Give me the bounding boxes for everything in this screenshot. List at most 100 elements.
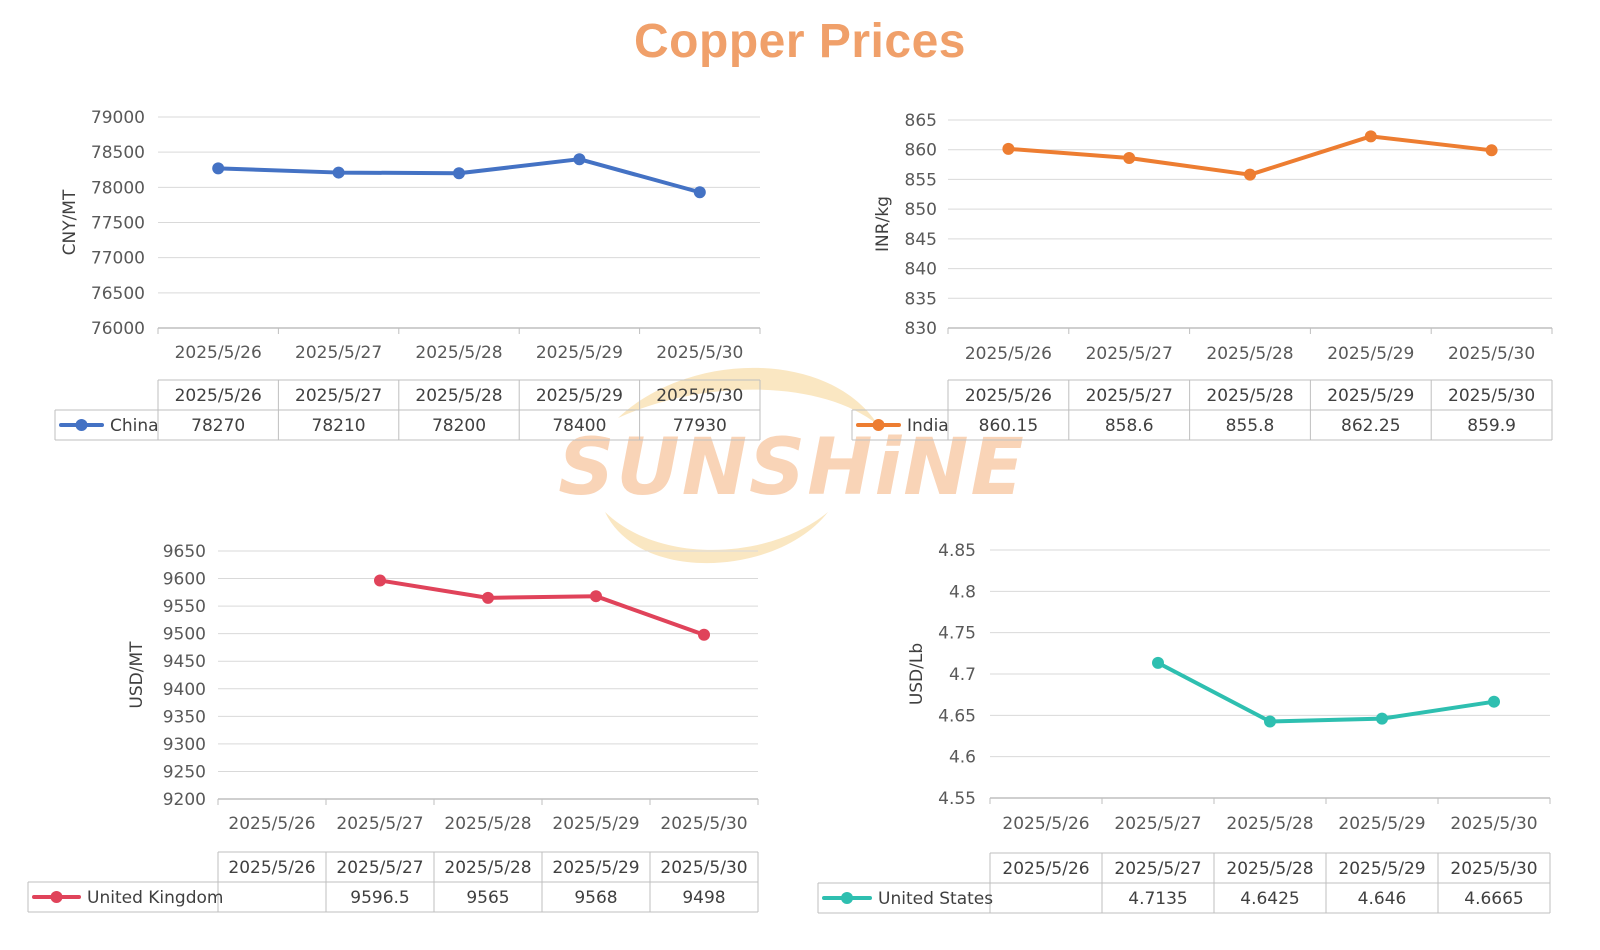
table-header-cell: 2025/5/29	[1327, 386, 1414, 406]
data-point	[482, 591, 494, 604]
y-tick-label: 845	[905, 230, 937, 250]
x-tick-label: 2025/5/27	[336, 814, 423, 834]
data-point	[573, 153, 586, 166]
x-tick-label: 2025/5/26	[175, 343, 262, 363]
table-header-cell: 2025/5/28	[444, 858, 531, 878]
y-tick-label: 835	[905, 289, 937, 309]
x-tick-label: 2025/5/27	[295, 343, 382, 363]
y-tick-label: 4.8	[949, 582, 976, 602]
x-tick-label: 2025/5/30	[660, 814, 747, 834]
table-header-cell: 2025/5/28	[1206, 386, 1293, 406]
y-tick-label: 4.85	[938, 541, 976, 561]
table-value-cell: 862.25	[1341, 416, 1400, 436]
legend-label: India	[907, 416, 949, 436]
data-point	[1264, 715, 1276, 728]
table-value-cell: 4.6665	[1464, 889, 1523, 909]
data-point	[1244, 168, 1256, 181]
y-tick-label: 865	[905, 111, 937, 131]
legend-marker	[841, 892, 853, 904]
table-header-cell: 2025/5/26	[1002, 859, 1089, 879]
y-tick-label: 840	[905, 260, 937, 280]
y-tick-label: 860	[905, 141, 937, 161]
x-tick-label: 2025/5/29	[552, 814, 639, 834]
table-value-cell: 4.7135	[1128, 889, 1187, 909]
y-axis-label: USD/MT	[127, 641, 147, 709]
table-header-cell: 2025/5/29	[536, 386, 623, 406]
y-tick-label: 76500	[91, 284, 145, 304]
y-tick-label: 9200	[163, 790, 206, 810]
chart-china: 76000 76500 77000 77500 78000 78500 79000 2025/…	[54, 108, 761, 441]
x-tick-label: 2025/5/29	[1327, 344, 1414, 364]
table-value-cell: 78210	[312, 416, 366, 436]
x-tick-label: 2025/5/29	[1338, 814, 1425, 834]
data-point	[1002, 142, 1015, 155]
table-header-cell: 2025/5/28	[1226, 859, 1313, 879]
y-tick-label: 77500	[91, 214, 145, 234]
table-header-cell: 2025/5/26	[965, 386, 1052, 406]
y-tick-label: 4.65	[938, 706, 976, 726]
data-point	[212, 162, 225, 175]
table-value-cell: 859.9	[1467, 416, 1516, 436]
data-point	[1488, 695, 1500, 708]
legend-marker	[50, 891, 63, 903]
table-value-cell: 77930	[673, 416, 727, 436]
y-tick-label: 9500	[163, 625, 206, 645]
table-value-cell: 9568	[574, 888, 617, 908]
x-tick-label: 2025/5/29	[536, 343, 623, 363]
data-point	[693, 186, 706, 199]
table-header-cell: 2025/5/27	[295, 386, 382, 406]
y-tick-label: 855	[905, 170, 937, 190]
y-tick-label: 9300	[163, 735, 206, 755]
y-tick-label: 850	[905, 200, 937, 220]
table-value-cell: 9565	[466, 888, 509, 908]
table-header-cell: 2025/5/30	[660, 858, 747, 878]
x-tick-label: 2025/5/27	[1086, 344, 1173, 364]
y-tick-label: 4.6	[949, 748, 976, 768]
table-header-cell: 2025/5/27	[336, 858, 423, 878]
y-tick-label: 4.75	[938, 624, 976, 644]
table-value-cell: 9498	[682, 888, 725, 908]
data-point	[453, 167, 465, 180]
data-point	[1376, 712, 1388, 725]
legend-label: China	[110, 416, 159, 436]
chart-india: 830 835 840 845 850 855 860 865 2025/5/26 2025/5/…	[851, 111, 1553, 441]
y-tick-label: 9550	[163, 597, 206, 617]
table-header-cell: 2025/5/29	[552, 858, 639, 878]
y-tick-label: 9450	[163, 652, 206, 672]
table-header-cell: 2025/5/30	[1448, 386, 1535, 406]
legend-marker	[75, 419, 88, 431]
x-tick-label: 2025/5/28	[415, 343, 502, 363]
table-value-cell: 4.6425	[1240, 889, 1299, 909]
table-value-cell: 9596.5	[350, 888, 409, 908]
table-value-cell: 78200	[432, 416, 486, 436]
table-header-cell: 2025/5/27	[1114, 859, 1201, 879]
x-tick-label: 2025/5/27	[1114, 814, 1201, 834]
table-header-cell: 2025/5/29	[1338, 859, 1425, 879]
x-tick-label: 2025/5/28	[444, 814, 531, 834]
data-point	[374, 574, 386, 587]
y-axis-label: CNY/MT	[60, 189, 80, 255]
y-tick-label: 76000	[91, 319, 145, 339]
table-value-cell: 78270	[191, 416, 245, 436]
chart-united-kingdom: 9200 9250 9300 9350 9400 9450 9500 9550 9600 9650…	[27, 542, 759, 913]
table-header-cell: 2025/5/30	[1450, 859, 1537, 879]
table-header-cell: 2025/5/26	[175, 386, 262, 406]
table-value-cell: 860.15	[979, 416, 1038, 436]
y-tick-label: 77000	[91, 249, 145, 269]
table-value-cell: 855.8	[1226, 416, 1275, 436]
table-value-cell: 78400	[552, 416, 606, 436]
y-tick-label: 830	[905, 319, 937, 339]
data-point	[698, 628, 710, 641]
y-tick-label: 78000	[91, 178, 145, 198]
x-tick-label: 2025/5/30	[1448, 344, 1535, 364]
y-tick-label: 4.55	[938, 789, 976, 809]
table-value-cell: 858.6	[1105, 416, 1154, 436]
page-title: Copper Prices	[634, 15, 966, 68]
y-axis-label: INR/kg	[873, 196, 893, 252]
data-point	[332, 166, 345, 179]
data-point	[590, 590, 602, 603]
y-tick-label: 9600	[163, 570, 206, 590]
data-point	[1152, 656, 1164, 669]
x-tick-label: 2025/5/30	[656, 343, 743, 363]
legend-marker	[872, 419, 885, 431]
